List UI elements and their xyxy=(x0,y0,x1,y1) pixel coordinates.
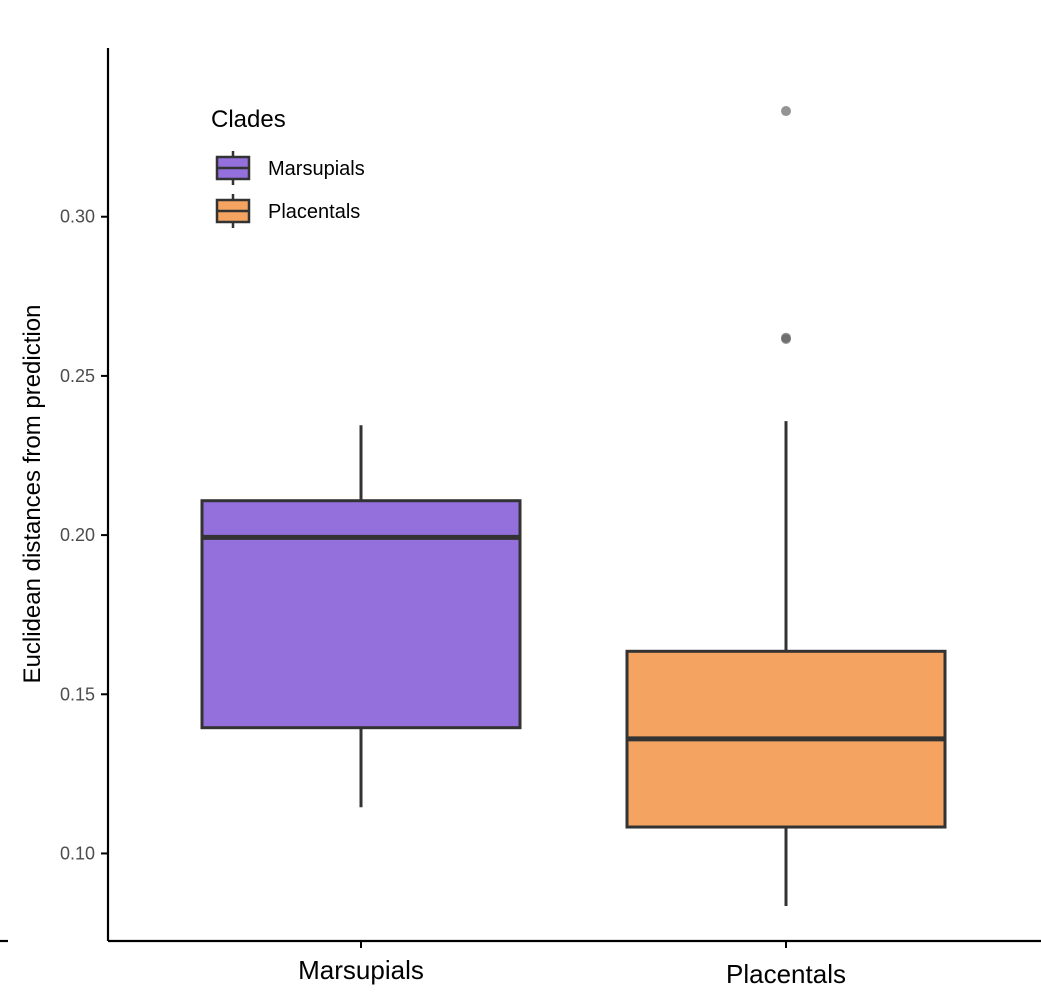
y-tick-label: 0.30 xyxy=(60,207,95,227)
legend: Clades Marsupials Placentals xyxy=(211,106,365,228)
legend-label: Placentals xyxy=(268,201,360,223)
x-tick-label-marsupials: Marsupials xyxy=(298,955,424,985)
legend-label: Marsupials xyxy=(268,158,365,180)
iqr-box-marsupials xyxy=(200,499,522,730)
y-axis-title: Euclidean distances from prediction xyxy=(19,305,46,684)
outlier-point-placentals xyxy=(781,106,791,117)
y-axis-ticks: 0.10 0.15 0.20 0.25 0.30 xyxy=(60,207,108,863)
x-tick-label-placentals: Placentals xyxy=(726,959,846,989)
box-placentals xyxy=(625,106,947,906)
plot-area xyxy=(200,106,947,906)
legend-entries: Marsupials Placentals xyxy=(215,151,365,228)
y-tick-label: 0.25 xyxy=(60,366,95,386)
legend-entry-marsupials: Marsupials xyxy=(215,151,365,185)
x-axis-ticks: Marsupials Placentals xyxy=(298,941,846,989)
legend-title: Clades xyxy=(211,106,286,133)
y-tick-label: 0.10 xyxy=(60,843,95,863)
outlier-point-placentals xyxy=(781,332,791,343)
y-tick-label: 0.15 xyxy=(60,684,95,704)
y-tick-label: 0.20 xyxy=(60,525,95,545)
legend-entry-placentals: Placentals xyxy=(215,194,360,228)
box-marsupials xyxy=(200,425,522,808)
